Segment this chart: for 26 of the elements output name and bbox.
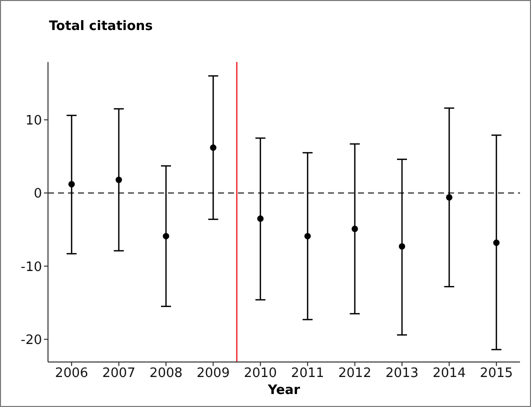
point (352, 226, 358, 232)
x-tick-label: 2006 (55, 366, 88, 382)
x-tick-label: 2008 (149, 366, 183, 382)
y-tick-label: 0 (34, 186, 42, 202)
point (446, 194, 452, 201)
x-tick-label: 2010 (244, 366, 277, 382)
x-tick-label: 2013 (385, 366, 419, 382)
x-tick-label: 2014 (432, 366, 466, 382)
x-axis-title: Year (266, 383, 301, 398)
x-tick-label: 2012 (338, 366, 372, 382)
x-tick-label: 2009 (196, 366, 230, 382)
y-tick-label: 10 (25, 113, 42, 128)
x-tick-label: 2015 (480, 366, 513, 382)
point (162, 232, 170, 240)
point (398, 243, 406, 250)
point (304, 232, 311, 240)
point (210, 144, 216, 151)
x-tick-label: 2011 (291, 366, 324, 382)
y-tick-label: -10 (20, 260, 42, 275)
point (68, 180, 75, 188)
y-tick-label: -20 (20, 332, 42, 348)
point (257, 215, 264, 222)
point (493, 240, 500, 246)
point (116, 176, 122, 184)
chart-title: Total citations (49, 19, 153, 34)
x-tick-label: 2007 (102, 366, 136, 382)
